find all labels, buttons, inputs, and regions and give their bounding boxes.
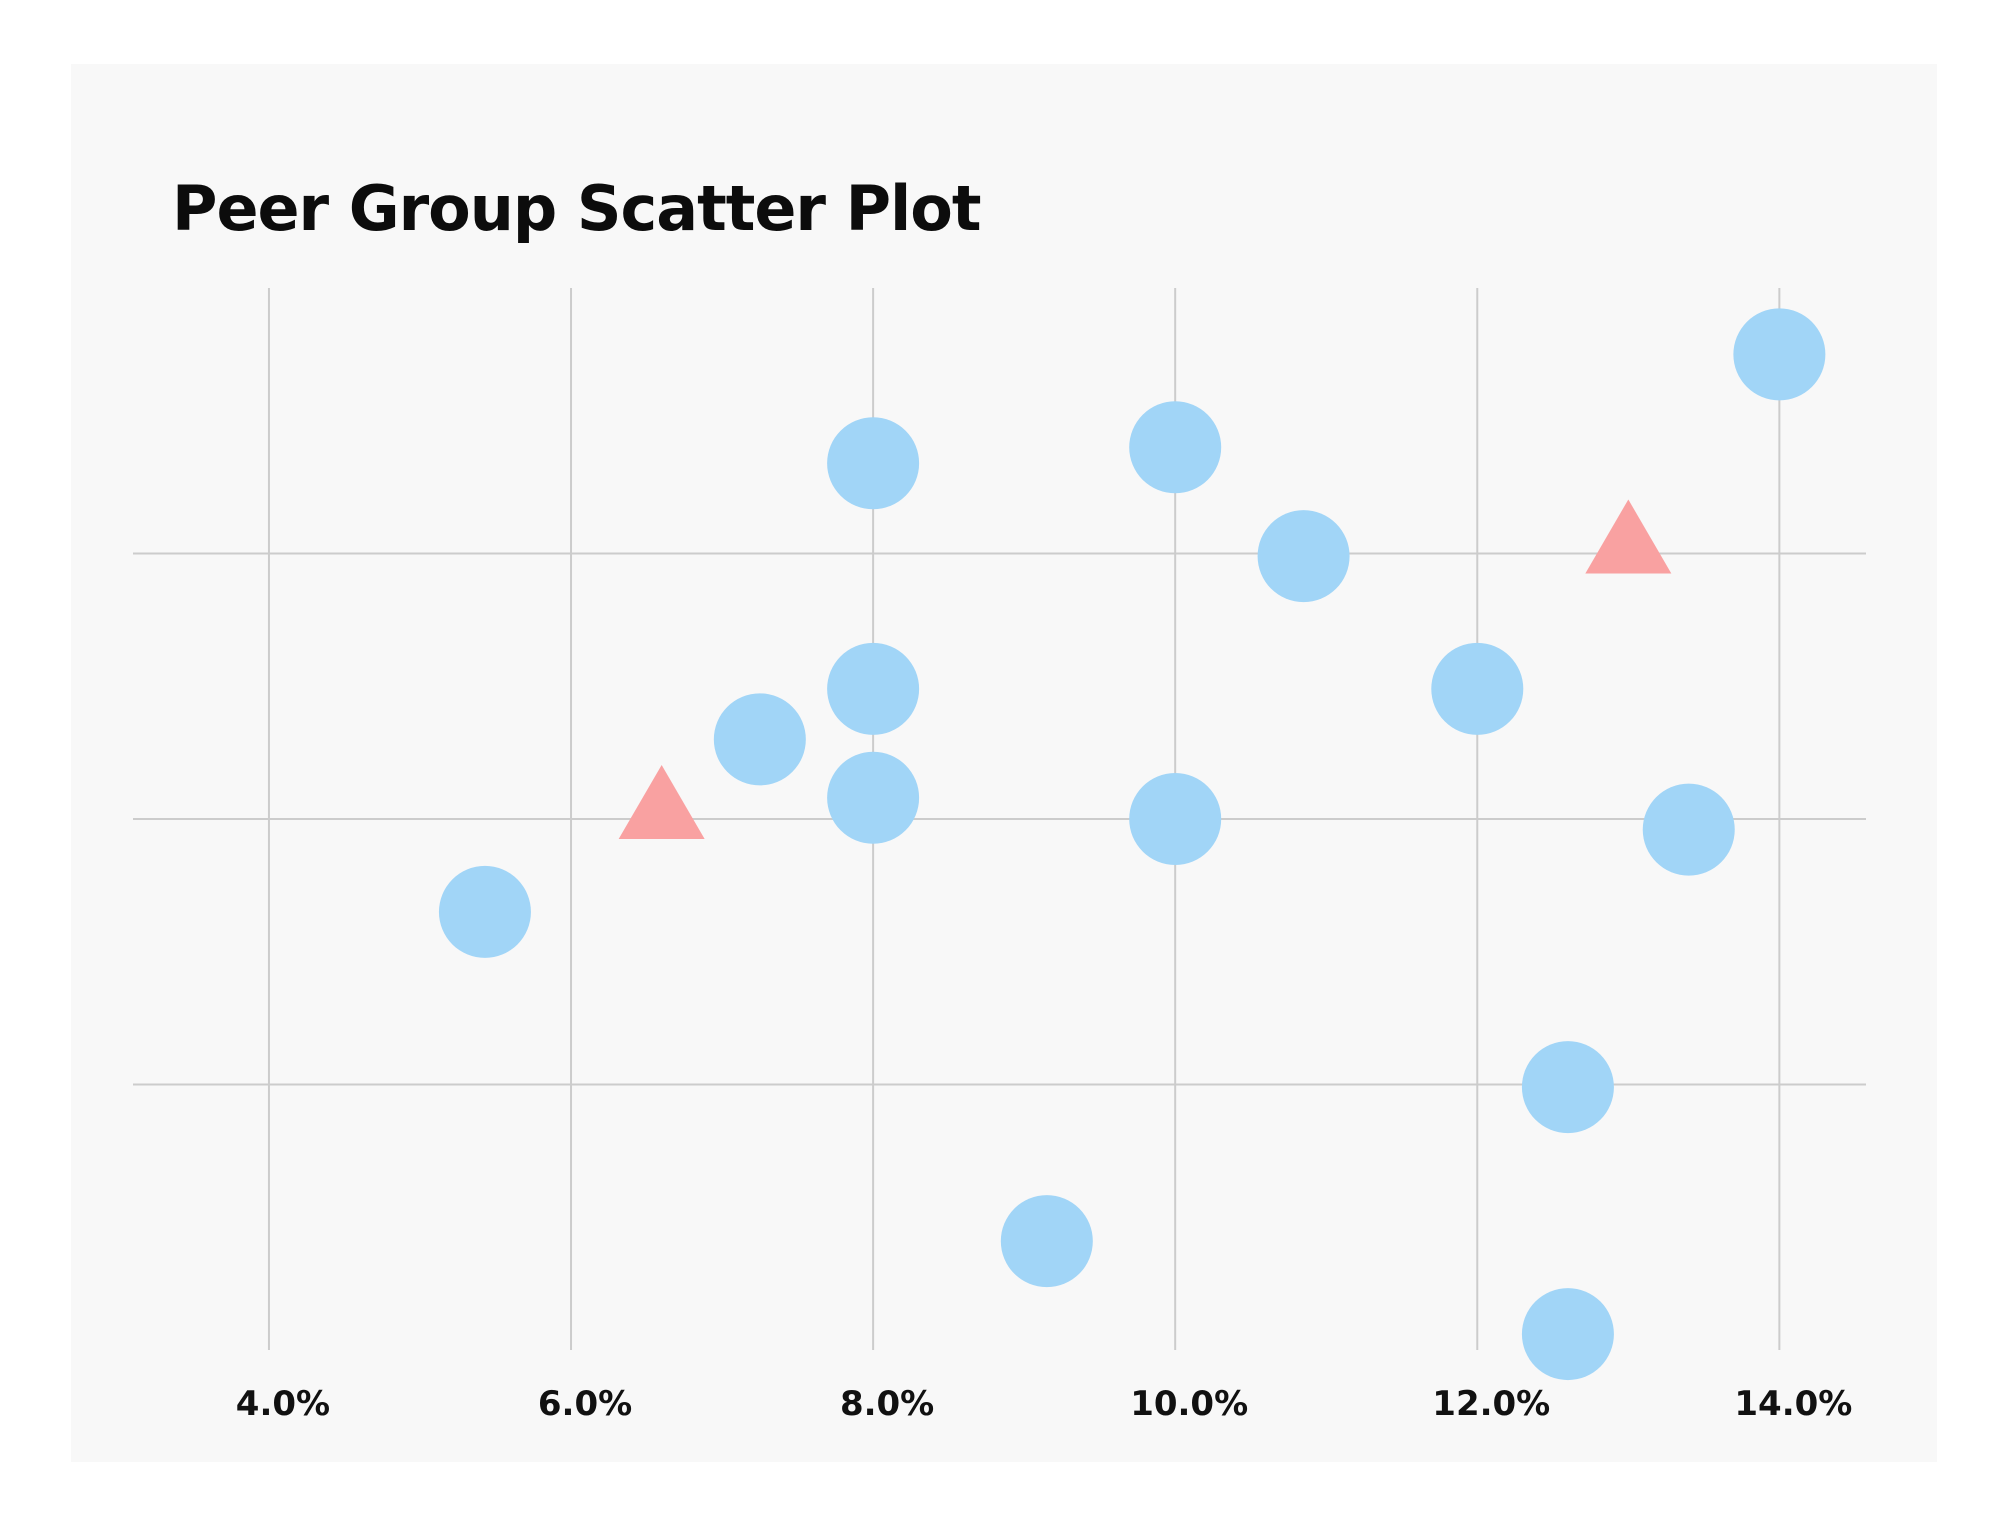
- x-tick-label: 14.0%: [1734, 1384, 1852, 1424]
- grid-layer: [133, 288, 1866, 1350]
- data-point-circle: [713, 693, 806, 786]
- data-point-triangle: [618, 764, 705, 839]
- data-point-triangle: [1585, 499, 1672, 574]
- data-point-circle: [1521, 1288, 1614, 1381]
- data-point-circle: [1642, 783, 1735, 876]
- x-tick-label: 6.0%: [538, 1384, 632, 1424]
- data-point-circle: [827, 417, 920, 510]
- data-point-circle: [438, 865, 531, 958]
- data-point-circle: [1000, 1195, 1093, 1288]
- chart-title: Peer Group Scatter Plot: [172, 172, 982, 245]
- data-point-circle: [1257, 510, 1350, 603]
- data-point-circle: [827, 642, 920, 735]
- data-point-circle: [1431, 642, 1524, 735]
- x-axis-ticks: 4.0% 6.0% 8.0% 10.0% 12.0% 14.0%: [236, 1384, 1853, 1424]
- x-tick-label: 10.0%: [1130, 1384, 1248, 1424]
- data-point-circle: [1129, 401, 1222, 494]
- x-tick-label: 12.0%: [1432, 1384, 1550, 1424]
- x-tick-label: 8.0%: [840, 1384, 934, 1424]
- data-point-circle: [1129, 773, 1222, 865]
- x-tick-label: 4.0%: [236, 1384, 330, 1424]
- data-point-circle: [1733, 308, 1826, 401]
- marks-layer: [438, 308, 1826, 1381]
- data-point-circle: [1521, 1041, 1614, 1134]
- data-point-circle: [827, 751, 920, 844]
